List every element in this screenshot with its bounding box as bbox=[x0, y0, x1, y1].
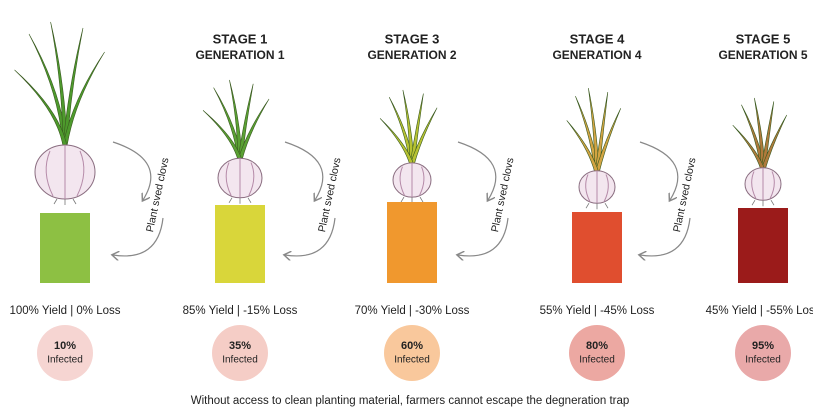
stage-title: STAGE 4 bbox=[570, 31, 625, 46]
generation-title: GENERATION 5 bbox=[718, 48, 807, 62]
arrow-label: Plant sved clovs bbox=[316, 157, 344, 234]
garlic-plant bbox=[203, 80, 269, 204]
leaf bbox=[238, 99, 269, 160]
infection-circle bbox=[569, 325, 625, 381]
infected-label: Infected bbox=[579, 355, 615, 366]
garlic-plant bbox=[15, 22, 105, 205]
cycle-arrow bbox=[640, 142, 678, 200]
caption: Without access to clean planting materia… bbox=[191, 395, 630, 407]
yield-label: 70% Yield | -30% Loss bbox=[355, 305, 470, 317]
arrow-label: Plant sved clovs bbox=[144, 157, 172, 234]
yield-bar bbox=[40, 213, 90, 283]
yield-bar bbox=[572, 212, 622, 283]
stage-title: STAGE 1 bbox=[213, 31, 268, 46]
yield-label: 85% Yield | -15% Loss bbox=[183, 305, 298, 317]
leaf bbox=[410, 108, 437, 165]
generation-title: GENERATION 2 bbox=[367, 48, 456, 62]
infected-label: Infected bbox=[745, 355, 781, 366]
cycle-arrow bbox=[285, 142, 323, 200]
yield-bar bbox=[215, 205, 265, 283]
stage-title: STAGE 3 bbox=[385, 31, 440, 46]
infected-percent: 80% bbox=[586, 340, 608, 352]
infection-circle bbox=[37, 325, 93, 381]
infographic: Without access to clean planting materia… bbox=[0, 0, 813, 415]
infection-circle bbox=[735, 325, 791, 381]
garlic-plant bbox=[380, 90, 437, 203]
infected-label: Infected bbox=[47, 355, 83, 366]
leaf bbox=[63, 28, 83, 146]
infection-circle bbox=[212, 325, 268, 381]
leaf bbox=[595, 108, 621, 173]
infected-label: Infected bbox=[394, 355, 430, 366]
infection-circle bbox=[384, 325, 440, 381]
yield-label: 55% Yield | -45% Loss bbox=[540, 305, 655, 317]
infected-percent: 10% bbox=[54, 340, 76, 352]
yield-label: 45% Yield | -55% Loss bbox=[706, 305, 813, 317]
yield-bar bbox=[738, 208, 788, 283]
yield-label: 100% Yield | 0% Loss bbox=[9, 305, 120, 317]
roots bbox=[229, 198, 251, 204]
stage-title: STAGE 5 bbox=[736, 31, 791, 46]
garlic-plant bbox=[567, 88, 621, 209]
cycle-arrow bbox=[113, 142, 151, 200]
roots bbox=[586, 203, 608, 209]
arrow-label: Plant sved clovs bbox=[671, 157, 699, 234]
cycle-arrow bbox=[458, 142, 496, 200]
leaf bbox=[761, 115, 787, 170]
yield-bar bbox=[387, 202, 437, 283]
arrow-label: Plant sved clovs bbox=[489, 157, 517, 234]
generation-title: GENERATION 4 bbox=[552, 48, 641, 62]
infected-percent: 35% bbox=[229, 340, 251, 352]
garlic-plant bbox=[733, 98, 787, 206]
infected-percent: 95% bbox=[752, 340, 774, 352]
roots bbox=[752, 200, 774, 206]
generation-title: GENERATION 1 bbox=[195, 48, 284, 62]
infected-percent: 60% bbox=[401, 340, 423, 352]
infected-label: Infected bbox=[222, 355, 258, 366]
roots bbox=[54, 199, 76, 205]
